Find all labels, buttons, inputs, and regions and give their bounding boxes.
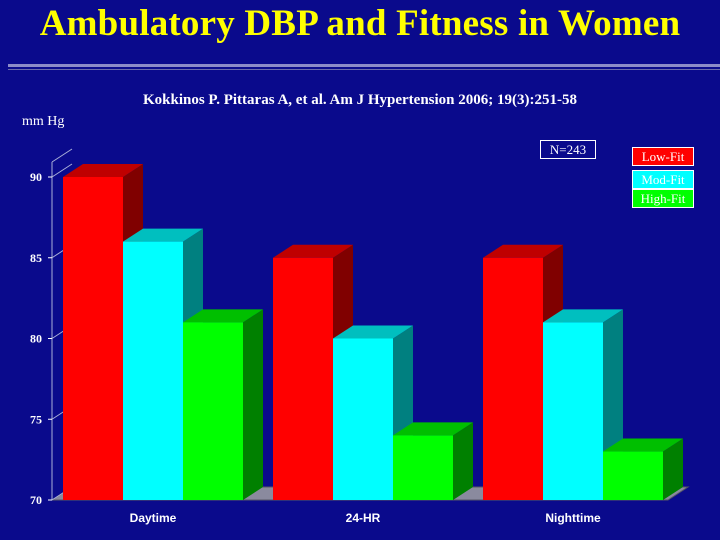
bar-high-fit-nighttime-side [663,438,683,500]
bar-high-fit-daytime [183,322,243,500]
bar-mod-fit-daytime [123,241,183,500]
x-tick-label: 24-HR [346,511,381,525]
bar-mod-fit-24-hr-top [333,325,413,339]
y-tick-label: 85 [30,251,42,265]
bar-mod-fit-daytime-top [123,228,203,242]
sample-size-note: N=243 [540,140,596,159]
bar-mod-fit-nighttime [543,322,603,500]
bar-mod-fit-nighttime-top [543,309,623,323]
bar-low-fit-24-hr [273,257,333,500]
bar-high-fit-24-hr-side [453,422,473,500]
title-underline [8,64,720,67]
bar-high-fit-nighttime [603,451,663,500]
bar-low-fit-24-hr-top [273,244,353,258]
bar-high-fit-24-hr-top [393,422,473,436]
title-underline-thin [8,69,720,70]
bar-mod-fit-24-hr [333,338,393,500]
y-tick-label: 90 [30,170,42,184]
y-tick-label: 70 [30,493,42,507]
citation: Kokkinos P. Pittaras A, et al. Am J Hype… [142,92,578,108]
bar-low-fit-daytime-top [63,164,143,177]
y-tick-label: 75 [30,412,42,426]
bar-high-fit-daytime-top [183,309,263,323]
x-tick-label: Nighttime [545,511,601,525]
chart-title: Ambulatory DBP and Fitness in Women [39,3,681,44]
legend-entry-low-fit: Low-Fit [632,147,694,166]
y-axis-unit-label: mm Hg [22,114,65,129]
bar-low-fit-nighttime-top [483,244,563,258]
bar-low-fit-nighttime [483,257,543,500]
y-tick-depth [51,163,73,178]
bar-high-fit-nighttime-top [603,438,683,452]
x-tick-label: Daytime [130,511,177,525]
bar-high-fit-24-hr [393,435,453,500]
y-tick-label: 80 [30,332,42,346]
y-axis-depth-line [51,148,73,163]
bar-low-fit-daytime [63,177,123,500]
legend-entry-mod-fit: Mod-Fit [632,170,694,189]
legend-entry-high-fit: High-Fit [632,189,694,208]
bar-high-fit-daytime-side [243,309,263,500]
